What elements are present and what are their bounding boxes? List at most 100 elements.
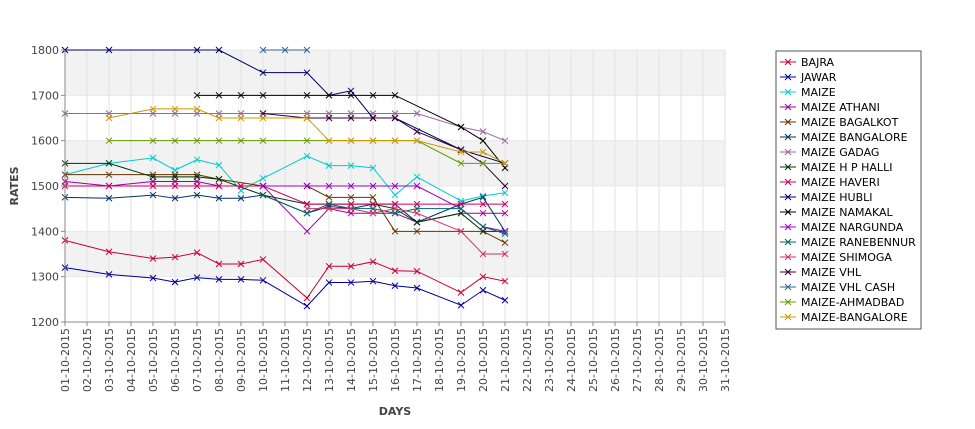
data-point xyxy=(259,69,267,77)
legend-marker xyxy=(784,133,792,141)
data-point xyxy=(215,91,223,99)
data-point xyxy=(347,205,355,213)
x-tick-label: 14-10-2015 xyxy=(345,328,358,392)
data-point xyxy=(325,114,333,122)
legend-box xyxy=(775,50,922,330)
data-point xyxy=(501,277,509,285)
data-point xyxy=(479,273,487,281)
legend-item: MAIZE NAMAKAL xyxy=(780,206,894,219)
data-point xyxy=(303,46,311,54)
data-point xyxy=(369,137,377,145)
data-point xyxy=(193,249,201,256)
y-tick-label: 1500 xyxy=(31,180,59,193)
x-axis-title: DAYS xyxy=(379,405,412,418)
data-point xyxy=(501,230,509,237)
data-point xyxy=(325,162,333,169)
data-point xyxy=(303,294,311,302)
data-point xyxy=(479,193,487,201)
legend-item: MAIZE VHL CASH xyxy=(780,281,895,294)
data-point xyxy=(237,276,245,283)
legend-label: MAIZE BAGALKOT xyxy=(801,116,899,129)
data-point xyxy=(391,282,399,290)
data-point xyxy=(413,209,421,217)
data-point xyxy=(325,279,333,286)
legend-marker xyxy=(784,88,792,96)
data-point xyxy=(171,194,179,202)
data-point xyxy=(325,193,333,201)
data-point xyxy=(501,137,509,145)
x-tick-label: 26-10-2015 xyxy=(609,328,622,392)
x-tick-label: 12-10-2015 xyxy=(301,328,314,392)
data-point xyxy=(259,91,267,99)
legend-label: MAIZE VHL CASH xyxy=(801,281,895,294)
data-point xyxy=(369,277,377,285)
data-point xyxy=(391,114,399,122)
legend-label: MAIZE ATHANI xyxy=(801,101,880,114)
data-point xyxy=(149,154,157,162)
x-tick-label: 27-10-2015 xyxy=(631,328,644,392)
data-point xyxy=(215,161,223,169)
data-point xyxy=(303,205,311,213)
data-point xyxy=(149,182,157,190)
x-tick-label: 07-10-2015 xyxy=(191,328,204,392)
legend-label: MAIZE-AHMADBAD xyxy=(801,296,904,309)
legend-label: MAIZE GADAG xyxy=(801,146,879,159)
data-point xyxy=(259,46,267,54)
x-tick-label: 25-10-2015 xyxy=(587,328,600,392)
data-point xyxy=(237,114,245,122)
x-tick-label: 08-10-2015 xyxy=(213,328,226,392)
data-point xyxy=(303,302,311,310)
data-point xyxy=(171,182,179,190)
data-point xyxy=(105,46,113,54)
series xyxy=(303,205,509,258)
data-point xyxy=(413,137,421,145)
data-point xyxy=(501,239,509,247)
data-point xyxy=(303,69,311,77)
y-tick-label: 1600 xyxy=(31,135,59,148)
data-point xyxy=(105,171,113,179)
x-tick-label: 28-10-2015 xyxy=(653,328,666,392)
data-point xyxy=(149,105,157,113)
data-point xyxy=(193,182,201,190)
data-point xyxy=(171,278,179,286)
series-line xyxy=(109,140,505,164)
legend-item: MAIZE xyxy=(780,86,836,99)
data-point xyxy=(501,182,509,190)
data-point xyxy=(325,262,333,270)
data-point xyxy=(193,105,201,113)
data-point xyxy=(149,173,157,181)
x-tick-label: 24-10-2015 xyxy=(565,328,578,392)
legend-label: MAIZE xyxy=(801,86,836,99)
data-point xyxy=(325,205,333,213)
data-point xyxy=(215,46,223,54)
data-point xyxy=(369,164,377,172)
data-point xyxy=(369,91,377,99)
data-point xyxy=(501,209,509,217)
legend-label: MAIZE BANGALORE xyxy=(801,131,908,144)
data-point xyxy=(413,227,421,235)
data-point xyxy=(105,137,113,145)
data-point xyxy=(457,159,465,167)
legend-marker xyxy=(784,58,792,66)
data-point xyxy=(149,191,157,199)
legend-item: MAIZE H P HALLI xyxy=(780,161,892,174)
legend: BAJRA JAWAR MAIZE MAIZE ATHANI MAIZE BAGALKO… xyxy=(775,50,922,330)
x-tick-label: 03-10-2015 xyxy=(103,328,116,392)
x-tick-label: 02-10-2015 xyxy=(81,328,94,392)
legend-item: MAIZE RANEBENNUR xyxy=(780,236,916,249)
data-point xyxy=(347,262,355,270)
legend-marker xyxy=(784,103,792,111)
data-point xyxy=(457,227,465,235)
legend-marker xyxy=(784,163,792,171)
data-point xyxy=(501,189,509,197)
data-point xyxy=(391,91,399,99)
y-tick-label: 1800 xyxy=(31,44,59,57)
series-group xyxy=(61,46,509,310)
data-point xyxy=(501,250,509,258)
series xyxy=(259,46,311,54)
data-point xyxy=(215,182,223,190)
series xyxy=(61,237,509,302)
data-point xyxy=(237,137,245,145)
legend-label: MAIZE-BANGALORE xyxy=(801,311,908,324)
data-point xyxy=(391,205,399,213)
